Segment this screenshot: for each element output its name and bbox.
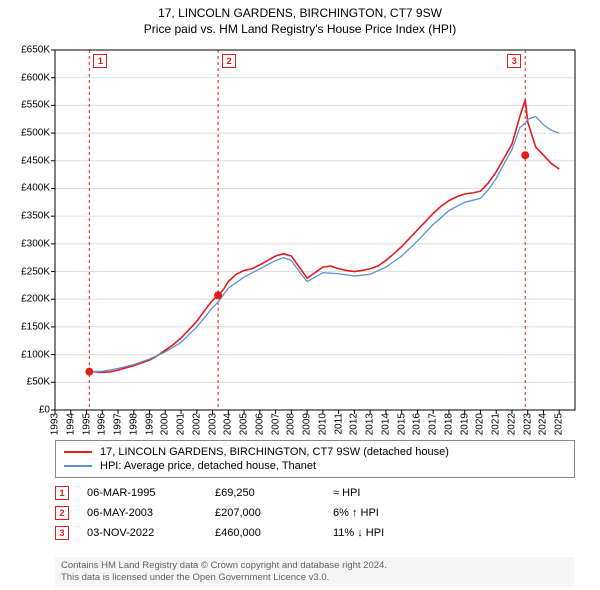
- x-axis-label: 2005: [239, 413, 250, 435]
- y-axis-label: £450K: [21, 155, 50, 166]
- legend-item-property: 17, LINCOLN GARDENS, BIRCHINGTON, CT7 9S…: [64, 445, 566, 459]
- sales-vs-hpi: 11% ↓ HPI: [333, 527, 433, 539]
- footer-line2: This data is licensed under the Open Gov…: [61, 572, 569, 584]
- title-line2: Price paid vs. HM Land Registry's House …: [0, 22, 600, 38]
- x-axis-label: 1996: [97, 413, 108, 435]
- x-axis-label: 2003: [207, 413, 218, 435]
- x-axis-label: 2025: [554, 413, 565, 435]
- chart-legend: 17, LINCOLN GARDENS, BIRCHINGTON, CT7 9S…: [55, 440, 575, 478]
- chart-plot-area: £0£50K£100K£150K£200K£250K£300K£350K£400…: [55, 50, 575, 410]
- y-axis-label: £600K: [21, 72, 50, 83]
- x-axis-label: 1993: [50, 413, 61, 435]
- x-axis-label: 1999: [144, 413, 155, 435]
- chart-title-block: 17, LINCOLN GARDENS, BIRCHINGTON, CT7 9S…: [0, 0, 600, 37]
- x-axis-label: 2015: [396, 413, 407, 435]
- sales-row-marker: 1: [55, 486, 69, 500]
- y-axis-label: £350K: [21, 211, 50, 222]
- sales-price: £207,000: [215, 507, 315, 519]
- x-axis-label: 2017: [428, 413, 439, 435]
- title-line1: 17, LINCOLN GARDENS, BIRCHINGTON, CT7 9S…: [0, 6, 600, 22]
- x-axis-label: 1995: [81, 413, 92, 435]
- x-axis-label: 2010: [317, 413, 328, 435]
- legend-item-hpi: HPI: Average price, detached house, Than…: [64, 459, 566, 473]
- x-axis-label: 2009: [302, 413, 313, 435]
- x-axis-label: 2011: [333, 413, 344, 435]
- legend-swatch: [64, 465, 92, 467]
- y-axis-label: £250K: [21, 266, 50, 277]
- x-axis-label: 2018: [443, 413, 454, 435]
- footer-line1: Contains HM Land Registry data © Crown c…: [61, 560, 569, 572]
- sale-marker-3: 3: [507, 54, 521, 68]
- sales-date: 03-NOV-2022: [87, 527, 197, 539]
- sales-date: 06-MAY-2003: [87, 507, 197, 519]
- x-axis-label: 2000: [160, 413, 171, 435]
- sales-price: £69,250: [215, 487, 315, 499]
- x-axis-label: 2013: [365, 413, 376, 435]
- y-axis-label: £50K: [27, 377, 50, 388]
- sales-row: 2 06-MAY-2003 £207,000 6% ↑ HPI: [55, 503, 575, 523]
- sales-row-marker: 3: [55, 526, 69, 540]
- sales-table: 1 06-MAR-1995 £69,250 ≈ HPI 2 06-MAY-2003 £207…: [55, 483, 575, 543]
- x-axis-label: 2004: [223, 413, 234, 435]
- x-axis-label: 2008: [286, 413, 297, 435]
- sales-vs-hpi: ≈ HPI: [333, 487, 433, 499]
- y-axis-label: £500K: [21, 128, 50, 139]
- x-axis-label: 1997: [113, 413, 124, 435]
- y-axis-label: £550K: [21, 100, 50, 111]
- legend-swatch: [64, 451, 92, 453]
- x-axis-label: 2016: [412, 413, 423, 435]
- sales-row: 3 03-NOV-2022 £460,000 11% ↓ HPI: [55, 523, 575, 543]
- y-axis-label: £0: [39, 405, 50, 416]
- sales-row-marker: 2: [55, 506, 69, 520]
- sales-vs-hpi: 6% ↑ HPI: [333, 507, 433, 519]
- x-axis-label: 1998: [128, 413, 139, 435]
- y-axis-label: £650K: [21, 45, 50, 56]
- x-axis-label: 2007: [270, 413, 281, 435]
- sale-marker-1: 1: [93, 54, 107, 68]
- x-axis-label: 2022: [506, 413, 517, 435]
- x-axis-label: 2012: [349, 413, 360, 435]
- y-axis-label: £150K: [21, 321, 50, 332]
- x-axis-label: 2002: [191, 413, 202, 435]
- x-axis-label: 2024: [538, 413, 549, 435]
- y-axis-label: £200K: [21, 294, 50, 305]
- chart-svg: [55, 50, 575, 410]
- sales-price: £460,000: [215, 527, 315, 539]
- x-axis-label: 2006: [254, 413, 265, 435]
- x-axis-label: 2021: [491, 413, 502, 435]
- x-axis-label: 2020: [475, 413, 486, 435]
- y-axis-label: £100K: [21, 349, 50, 360]
- legend-label: 17, LINCOLN GARDENS, BIRCHINGTON, CT7 9S…: [100, 446, 449, 458]
- footer-attribution: Contains HM Land Registry data © Crown c…: [55, 557, 575, 587]
- x-axis-label: 2014: [380, 413, 391, 435]
- legend-label: HPI: Average price, detached house, Than…: [100, 460, 316, 472]
- x-axis-label: 2019: [459, 413, 470, 435]
- y-axis-label: £400K: [21, 183, 50, 194]
- y-axis-label: £300K: [21, 238, 50, 249]
- sales-row: 1 06-MAR-1995 £69,250 ≈ HPI: [55, 483, 575, 503]
- x-axis-label: 2001: [176, 413, 187, 435]
- x-axis-label: 2023: [522, 413, 533, 435]
- sales-date: 06-MAR-1995: [87, 487, 197, 499]
- sale-marker-2: 2: [222, 54, 236, 68]
- x-axis-label: 1994: [65, 413, 76, 435]
